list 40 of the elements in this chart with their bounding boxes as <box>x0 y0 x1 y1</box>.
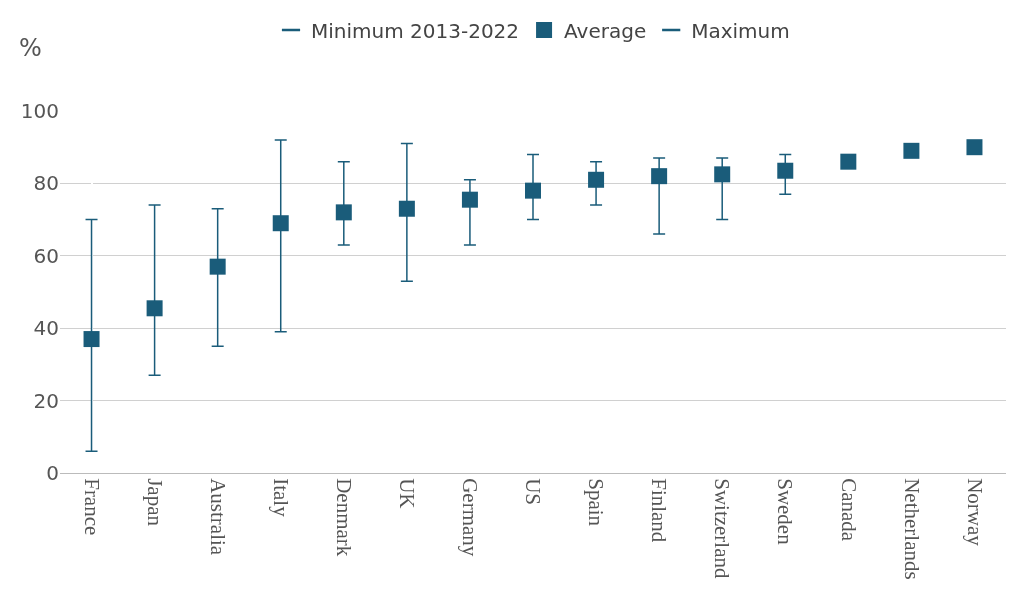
point <box>272 215 289 232</box>
y-axis-title: % <box>19 34 42 62</box>
point <box>714 166 731 183</box>
point <box>903 142 920 159</box>
point <box>966 139 983 156</box>
point <box>335 204 352 221</box>
x-tick-label: France <box>79 478 104 536</box>
x-tick-label: UK <box>395 478 420 509</box>
y-tick-label: 60 <box>33 243 59 268</box>
point <box>209 258 226 275</box>
point <box>588 171 605 188</box>
x-tick-label: Switzerland <box>710 478 735 579</box>
x-tick-label: Japan <box>142 478 167 527</box>
x-tick-label: US <box>521 478 546 506</box>
point <box>651 168 668 185</box>
legend-label: Maximum <box>691 18 790 43</box>
point <box>525 182 541 199</box>
x-tick-label: Australia <box>205 478 230 556</box>
point <box>461 191 478 208</box>
point <box>777 162 794 179</box>
x-tick-label: Italy <box>268 478 293 518</box>
point <box>146 300 163 317</box>
y-tick-label: 20 <box>33 388 59 413</box>
x-tick-label: Norway <box>962 478 987 547</box>
x-tick-label: Canada <box>836 478 861 542</box>
point <box>83 331 100 348</box>
y-tick-label: 80 <box>33 171 59 196</box>
x-tick-label: Netherlands <box>899 478 924 580</box>
y-tick-label: 40 <box>33 316 59 341</box>
x-tick-label: Finland <box>647 478 672 543</box>
y-tick-label: 100 <box>20 99 59 123</box>
y-tick-label: 0 <box>46 461 59 485</box>
x-tick-label: Sweden <box>773 478 798 546</box>
point <box>398 200 415 217</box>
point <box>840 153 857 170</box>
x-tick-label: Spain <box>584 478 609 527</box>
x-tick-label: Denmark <box>331 478 356 557</box>
legend-label: Average <box>564 18 647 43</box>
x-tick-label: Germany <box>458 478 483 557</box>
legend-label: Minimum 2013-2022 <box>311 18 520 43</box>
